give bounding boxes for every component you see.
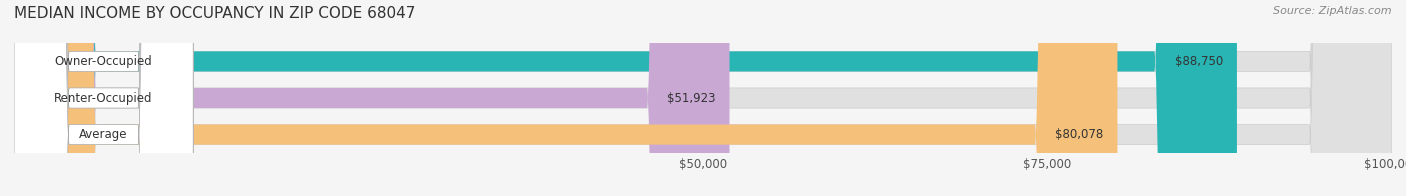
Text: Renter-Occupied: Renter-Occupied [55,92,153,104]
FancyBboxPatch shape [14,0,193,196]
FancyBboxPatch shape [14,0,730,196]
Text: Owner-Occupied: Owner-Occupied [55,55,152,68]
Text: Average: Average [79,128,128,141]
Text: $80,078: $80,078 [1056,128,1104,141]
Text: Source: ZipAtlas.com: Source: ZipAtlas.com [1274,6,1392,16]
FancyBboxPatch shape [14,0,1237,196]
FancyBboxPatch shape [14,0,1392,196]
FancyBboxPatch shape [14,0,1392,196]
FancyBboxPatch shape [14,0,1392,196]
FancyBboxPatch shape [14,0,1118,196]
FancyBboxPatch shape [14,0,193,196]
Text: $88,750: $88,750 [1175,55,1223,68]
FancyBboxPatch shape [14,0,193,196]
Text: MEDIAN INCOME BY OCCUPANCY IN ZIP CODE 68047: MEDIAN INCOME BY OCCUPANCY IN ZIP CODE 6… [14,6,415,21]
Text: $51,923: $51,923 [668,92,716,104]
